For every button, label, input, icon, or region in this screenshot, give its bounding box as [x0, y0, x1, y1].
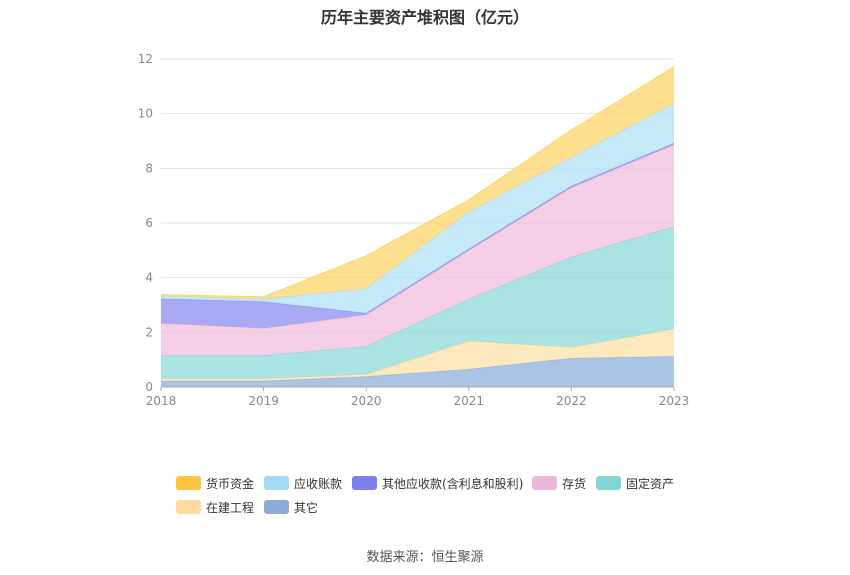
source-note: 数据来源：恒生聚源 [366, 550, 484, 565]
legend-item-inventory[interactable]: 存货 [532, 475, 586, 491]
x-tick-label: 2023 [659, 394, 690, 408]
legend-swatch-other [264, 500, 289, 514]
x-tick-label: 2020 [351, 394, 382, 408]
legend-label-other: 其它 [294, 500, 319, 515]
legend-item-other[interactable]: 其它 [264, 499, 318, 515]
x-tick-label: 2022 [556, 394, 587, 408]
legend-label-fixed-assets: 固定资产 [626, 476, 675, 491]
x-tick-label: 2019 [248, 394, 279, 408]
legend-swatch-cash [176, 476, 201, 490]
y-tick-label: 0 [145, 380, 153, 394]
chart-title: 历年主要资产堆积图（亿元） [320, 8, 529, 27]
y-tick-label: 6 [145, 216, 153, 230]
y-tick-label: 2 [145, 325, 153, 339]
area-series-0 [161, 356, 674, 387]
y-tick-label: 10 [138, 107, 153, 121]
area-series-5 [161, 103, 674, 314]
legend-swatch-construction [176, 500, 201, 514]
area-series-4 [161, 143, 674, 329]
legend-item-construction[interactable]: 在建工程 [176, 499, 254, 515]
legend-label-construction: 在建工程 [206, 500, 255, 515]
legend-swatch-fixed-assets [596, 476, 621, 490]
legend-swatch-receivables [264, 476, 289, 490]
area-edge-6 [160, 66, 675, 298]
legend-label-cash: 货币资金 [206, 476, 255, 491]
y-tick-label: 4 [145, 271, 153, 285]
legend-label-other-receivables: 其他应收款(含利息和股利) [382, 476, 524, 491]
legend-item-fixed-assets[interactable]: 固定资产 [596, 475, 674, 491]
y-tick-label: 8 [145, 161, 153, 175]
legend-item-other-receivables[interactable]: 其他应收款(含利息和股利) [352, 475, 523, 491]
legend-item-receivables[interactable]: 应收账款 [264, 475, 342, 491]
x-tick-label: 2018 [146, 394, 177, 408]
legend-label-receivables: 应收账款 [294, 476, 343, 491]
legend-swatch-other-receivables [352, 476, 377, 490]
x-tick-label: 2021 [454, 394, 485, 408]
area-series-3 [161, 144, 674, 356]
legend-swatch-inventory [532, 476, 557, 490]
legend-label-inventory: 存货 [562, 476, 587, 491]
area-series-2 [161, 226, 674, 379]
area-series-1 [161, 329, 674, 381]
y-tick-label: 12 [138, 52, 153, 66]
legend-item-cash[interactable]: 货币资金 [176, 475, 254, 491]
